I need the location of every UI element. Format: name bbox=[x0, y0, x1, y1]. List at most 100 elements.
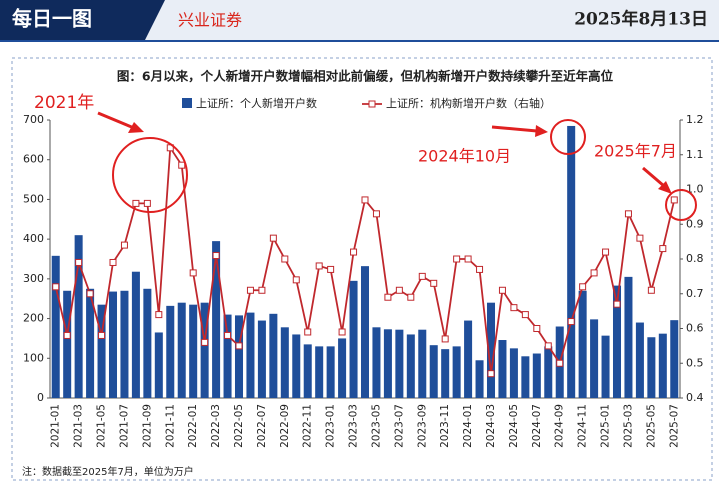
line-marker bbox=[178, 161, 186, 169]
bar bbox=[200, 302, 209, 398]
x-tick-label: 2024-03 bbox=[485, 404, 497, 448]
header-date: 2025年8月13日 bbox=[574, 9, 708, 30]
arrow bbox=[642, 166, 665, 188]
bar bbox=[544, 346, 553, 398]
line-marker bbox=[361, 196, 369, 204]
line-marker bbox=[453, 255, 461, 263]
x-tick-label: 2022-11 bbox=[302, 404, 314, 448]
annotation-layer: 2021年 2024年10月 2025年7月 bbox=[34, 93, 697, 221]
line-marker bbox=[98, 331, 106, 339]
bar bbox=[635, 322, 644, 398]
line-marker bbox=[441, 335, 449, 343]
line-marker bbox=[235, 342, 243, 350]
line-marker bbox=[327, 265, 335, 273]
x-tick-label: 2021-11 bbox=[164, 404, 176, 448]
line-marker bbox=[670, 196, 678, 204]
x-tick-label: 2025-07 bbox=[668, 404, 680, 448]
bar bbox=[166, 305, 175, 398]
bar bbox=[120, 290, 129, 398]
bar bbox=[212, 241, 221, 398]
x-tick-label: 2021-03 bbox=[73, 404, 85, 448]
bar bbox=[372, 327, 381, 398]
line-marker bbox=[63, 331, 71, 339]
x-tick-label: 2024-01 bbox=[462, 404, 474, 448]
arrowhead bbox=[128, 122, 144, 133]
x-tick-label: 2021-07 bbox=[118, 404, 130, 448]
line-marker bbox=[567, 318, 575, 326]
line-marker bbox=[201, 338, 209, 346]
bar bbox=[143, 288, 152, 398]
bar bbox=[429, 345, 438, 398]
bar bbox=[452, 346, 461, 398]
y2-tick-label: 0.5 bbox=[686, 356, 704, 369]
line-marker bbox=[579, 283, 587, 291]
line-marker bbox=[624, 210, 632, 218]
note: 注：数据截至2025年7月，单位为万户 bbox=[22, 465, 194, 478]
line-marker bbox=[590, 269, 598, 277]
line-marker bbox=[418, 272, 426, 280]
annotation: 2021年 bbox=[34, 93, 94, 113]
x-tick-label: 2021-09 bbox=[141, 404, 153, 448]
bar bbox=[624, 276, 633, 398]
x-tick-label: 2023-05 bbox=[370, 404, 382, 448]
bar bbox=[475, 360, 484, 398]
line-marker bbox=[487, 370, 495, 378]
arrow bbox=[97, 111, 135, 130]
bar bbox=[383, 329, 392, 398]
x-tick-label: 2022-07 bbox=[256, 404, 268, 448]
x-tick-label: 2025-03 bbox=[622, 404, 634, 448]
x-tick-label: 2022-03 bbox=[210, 404, 222, 448]
line-marker bbox=[510, 304, 518, 312]
y-tick-label: 300 bbox=[23, 272, 44, 285]
line-marker bbox=[109, 258, 117, 266]
line-marker bbox=[556, 359, 564, 367]
bar bbox=[612, 285, 622, 398]
bar bbox=[74, 235, 83, 398]
bar bbox=[670, 320, 679, 398]
line-marker bbox=[659, 245, 667, 253]
bar bbox=[51, 255, 60, 398]
bar bbox=[189, 304, 198, 398]
line-marker bbox=[338, 328, 346, 336]
annotation: 2024年10月 bbox=[418, 147, 511, 166]
legend-label: 上证所：个人新增开户数 bbox=[196, 96, 317, 110]
legend-label: 上证所：机构新增开户数（右轴） bbox=[386, 96, 551, 110]
x-tick-label: 2022-05 bbox=[233, 404, 245, 448]
line-marker bbox=[395, 286, 403, 294]
line-marker bbox=[224, 331, 232, 339]
bar bbox=[658, 333, 667, 398]
x-tick-label: 2023-03 bbox=[348, 404, 360, 448]
y-tick-label: 100 bbox=[23, 351, 44, 364]
line-marker bbox=[613, 300, 621, 308]
line-marker bbox=[86, 290, 94, 298]
x-tick-label: 2023-01 bbox=[325, 404, 337, 448]
y2-tick-label: 0.8 bbox=[686, 252, 704, 265]
bar bbox=[269, 313, 278, 398]
line-marker bbox=[544, 342, 552, 350]
bar bbox=[177, 302, 186, 398]
bar bbox=[338, 338, 347, 398]
x-tick-label: 2024-05 bbox=[508, 404, 520, 448]
highlight-circle bbox=[665, 189, 697, 221]
header-badge-bg bbox=[0, 0, 165, 40]
plot: 0 100 200 300 400 500 600 700 0.4 0.5 0.6 0.7 0.8 0.9… bbox=[23, 96, 704, 448]
x-tick-label: 2023-11 bbox=[439, 404, 451, 448]
chart-title: 图：6月以来，个人新增开户数增幅相对此前偏缓，但机构新增开户数持续攀升至近年高位 bbox=[117, 69, 614, 84]
bar bbox=[86, 288, 95, 398]
bar bbox=[97, 304, 106, 398]
line-marker bbox=[498, 286, 506, 294]
line-marker bbox=[258, 286, 266, 294]
bar bbox=[280, 327, 289, 398]
line-marker bbox=[476, 265, 484, 273]
arrowhead bbox=[658, 181, 672, 194]
bar bbox=[223, 314, 232, 398]
line-marker bbox=[430, 279, 438, 287]
arrowhead bbox=[535, 125, 548, 137]
line-marker bbox=[189, 269, 197, 277]
x-tick-label: 2024-09 bbox=[554, 404, 566, 448]
y2-tick-label: 0.9 bbox=[686, 217, 704, 230]
y2-tick-label: 0.4 bbox=[686, 391, 704, 404]
bar bbox=[590, 319, 599, 398]
bar bbox=[246, 312, 255, 398]
